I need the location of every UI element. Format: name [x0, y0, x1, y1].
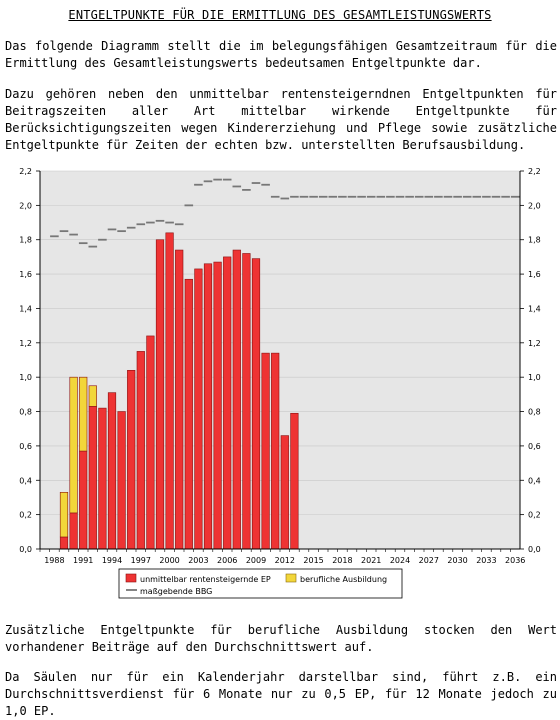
bar-rentensteigernd-1996 [127, 370, 136, 550]
intro-paragraph: Das folgende Diagramm stellt die im bele… [5, 39, 557, 70]
bar-rentensteigernd-1998 [146, 335, 155, 550]
y-tick-label-left: 0,8 [19, 408, 32, 417]
y-tick-label-left: 0,6 [19, 442, 32, 451]
bar-rentensteigernd-2011 [271, 352, 280, 550]
bar-ausbildung-1992 [88, 385, 97, 407]
legend-label-rentensteigernd: unmittelbar rentensteigernde EP [140, 575, 271, 584]
x-tick-label: 1994 [102, 556, 122, 565]
bar-rentensteigernd-2006 [223, 256, 232, 550]
x-tick-label: 1991 [73, 556, 93, 565]
x-tick-label: 2018 [332, 556, 352, 565]
ausbildung-paragraph: Zusätzliche Entgeltpunkte für berufliche… [5, 623, 557, 654]
x-tick-label: 2027 [419, 556, 439, 565]
y-tick-label-left: 2,2 [19, 167, 32, 176]
bar-rentensteigernd-1989 [59, 536, 69, 550]
bar-rentensteigernd-1997 [136, 351, 145, 550]
y-tick-label-left: 1,6 [19, 270, 32, 279]
bar-rentensteigernd-2001 [175, 249, 184, 550]
x-tick-label: 1988 [44, 556, 64, 565]
bar-rentensteigernd-1999 [155, 239, 165, 550]
bar-rentensteigernd-2012 [280, 435, 289, 550]
document-title: ENTGELTPUNKTE FÜR DIE ERMITTLUNG DES GES… [68, 8, 492, 22]
saeulen-paragraph: Da Säulen nur für ein Kalenderjahr darst… [5, 670, 557, 718]
bar-ausbildung-1989 [59, 491, 69, 538]
legend-box [118, 568, 403, 599]
x-tick-label: 2036 [505, 556, 525, 565]
bar-rentensteigernd-2003 [194, 268, 203, 550]
y-tick-label-right: 0,6 [528, 442, 541, 451]
y-tick-label-right: 1,8 [528, 236, 541, 245]
bar-rentensteigernd-2009 [251, 258, 261, 550]
x-tick-label: 2000 [159, 556, 179, 565]
y-tick-label-left: 0,4 [19, 476, 32, 485]
x-tick-label: 2003 [188, 556, 208, 565]
y-tick-label-right: 2,0 [528, 201, 541, 210]
bar-rentensteigernd-2013 [290, 412, 299, 550]
legend-swatch-ausbildung [285, 573, 297, 583]
y-tick-label-left: 1,8 [19, 236, 32, 245]
bar-rentensteigernd-1991 [79, 450, 88, 550]
legend-label-ausbildung: berufliche Ausbildung [300, 575, 387, 584]
y-tick-label-left: 0,2 [19, 511, 32, 520]
x-tick-label: 1997 [131, 556, 151, 565]
y-tick-label-right: 2,2 [528, 167, 541, 176]
x-tick-label: 2006 [217, 556, 237, 565]
y-tick-label-right: 1,4 [528, 304, 541, 313]
legend-label-bbg: maßgebende BBG [140, 587, 212, 596]
y-tick-label-right: 0,4 [528, 476, 541, 485]
y-tick-label-left: 1,0 [19, 373, 32, 382]
y-tick-label-right: 0,0 [528, 545, 541, 554]
bar-rentensteigernd-1995 [117, 411, 126, 550]
explanation-paragraph: Dazu gehören neben den unmittelbar rente… [5, 87, 557, 152]
bar-rentensteigernd-2010 [261, 352, 270, 550]
bar-rentensteigernd-1992 [88, 406, 97, 550]
x-tick-label: 2015 [303, 556, 323, 565]
y-tick-label-left: 2,0 [19, 201, 32, 210]
bar-rentensteigernd-2000 [165, 232, 174, 550]
bar-rentensteigernd-2002 [184, 278, 193, 550]
bar-ausbildung-1991 [79, 376, 88, 452]
y-tick-label-right: 0,8 [528, 408, 541, 417]
x-tick-label: 2021 [361, 556, 381, 565]
bar-rentensteigernd-2005 [213, 261, 222, 550]
x-tick-label: 2033 [476, 556, 496, 565]
x-tick-label: 2012 [275, 556, 295, 565]
bar-rentensteigernd-1993 [98, 407, 107, 550]
legend-swatch-rentensteigernd [125, 573, 137, 583]
x-tick-label: 2030 [447, 556, 467, 565]
y-tick-label-right: 1,0 [528, 373, 541, 382]
bar-rentensteigernd-2008 [242, 253, 251, 550]
bar-rentensteigernd-2007 [232, 249, 241, 550]
y-tick-label-right: 0,2 [528, 511, 541, 520]
y-tick-label-left: 1,2 [19, 339, 32, 348]
x-tick-label: 2009 [246, 556, 266, 565]
y-tick-label-right: 1,2 [528, 339, 541, 348]
y-tick-label-left: 0,0 [19, 545, 32, 554]
bar-rentensteigernd-1994 [107, 392, 117, 550]
bar-rentensteigernd-2004 [203, 263, 213, 550]
y-tick-label-left: 1,4 [19, 304, 32, 313]
y-tick-label-right: 1,6 [528, 270, 541, 279]
bar-rentensteigernd-1990 [69, 512, 78, 550]
x-tick-label: 2024 [390, 556, 410, 565]
entgeltpunkte-chart: 0,0 0,2 0,4 0,6 0,8 1,0 1,2 1,4 1,6 1,8 2,0 2,2 0,0… [19, 167, 541, 599]
bar-ausbildung-1990 [69, 376, 78, 514]
